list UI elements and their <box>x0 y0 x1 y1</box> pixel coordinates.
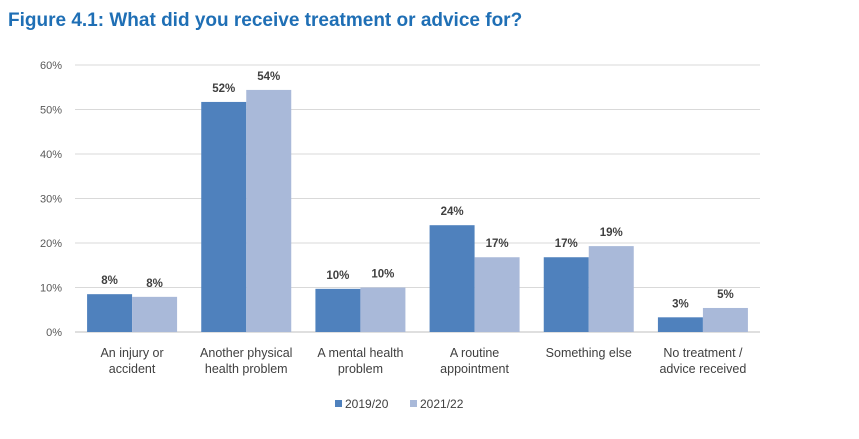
legend-entry: 2019/20 <box>345 397 389 411</box>
y-tick-label: 50% <box>40 105 62 117</box>
x-tick-label: advice received <box>659 362 746 376</box>
data-label: 52% <box>212 83 235 95</box>
data-label: 5% <box>717 289 734 301</box>
data-label: 3% <box>672 298 689 310</box>
x-tick-label: No treatment / <box>663 346 743 360</box>
bar-2021-22-4 <box>588 246 634 332</box>
data-label: 10% <box>326 270 349 282</box>
x-tick-label: A mental health <box>317 346 403 360</box>
bars <box>87 89 748 332</box>
x-tick-label: Something else <box>546 346 632 360</box>
x-tick-label: accident <box>109 362 156 376</box>
legend-swatch <box>410 400 417 407</box>
bar-2021-22-1 <box>246 89 292 332</box>
x-tick-label: appointment <box>440 362 509 376</box>
legend-entry: 2021/22 <box>420 397 464 411</box>
data-label: 19% <box>600 227 623 239</box>
data-label: 54% <box>257 71 280 83</box>
y-tick-label: 0% <box>46 327 62 339</box>
bar-2021-22-0 <box>132 296 178 332</box>
y-tick-label: 20% <box>40 238 62 250</box>
bar-2019-20-1 <box>201 101 247 332</box>
bar-2021-22-5 <box>702 307 748 332</box>
data-label: 17% <box>486 238 509 250</box>
bar-2021-22-3 <box>474 257 520 332</box>
chart-title: Figure 4.1: What did you receive treatme… <box>8 10 523 31</box>
x-axis: An injury or accident Another physical heal… <box>100 346 746 376</box>
y-tick-label: 30% <box>40 194 62 206</box>
x-tick-label: Another physical <box>200 346 292 360</box>
data-labels: 8% 8% 52% 54% 10% 10% 24% 17% 17% 19% 3% 5% <box>101 71 733 310</box>
x-tick-label: problem <box>338 362 383 376</box>
bar-2021-22-2 <box>360 287 406 332</box>
y-tick-label: 10% <box>40 283 62 295</box>
data-label: 24% <box>441 206 464 218</box>
legend: 2019/20 2021/22 <box>335 397 464 411</box>
data-label: 17% <box>555 238 578 250</box>
legend-swatch <box>335 400 342 407</box>
bar-2019-20-5 <box>657 317 703 332</box>
x-tick-label: health problem <box>205 362 288 376</box>
bar-2019-20-2 <box>315 288 361 332</box>
x-tick-label: A routine <box>450 346 499 360</box>
data-label: 8% <box>101 275 118 287</box>
x-tick-label: An injury or <box>100 346 163 360</box>
data-label: 8% <box>146 278 163 290</box>
bar-2019-20-0 <box>87 294 133 332</box>
gridlines <box>75 64 760 333</box>
y-tick-label: 60% <box>40 60 62 72</box>
bar-2019-20-3 <box>429 225 475 332</box>
y-axis: 0% 10% 20% 30% 40% 50% 60% <box>40 60 62 339</box>
data-label: 10% <box>371 269 394 281</box>
y-tick-label: 40% <box>40 149 62 161</box>
bar-2019-20-4 <box>543 257 589 332</box>
